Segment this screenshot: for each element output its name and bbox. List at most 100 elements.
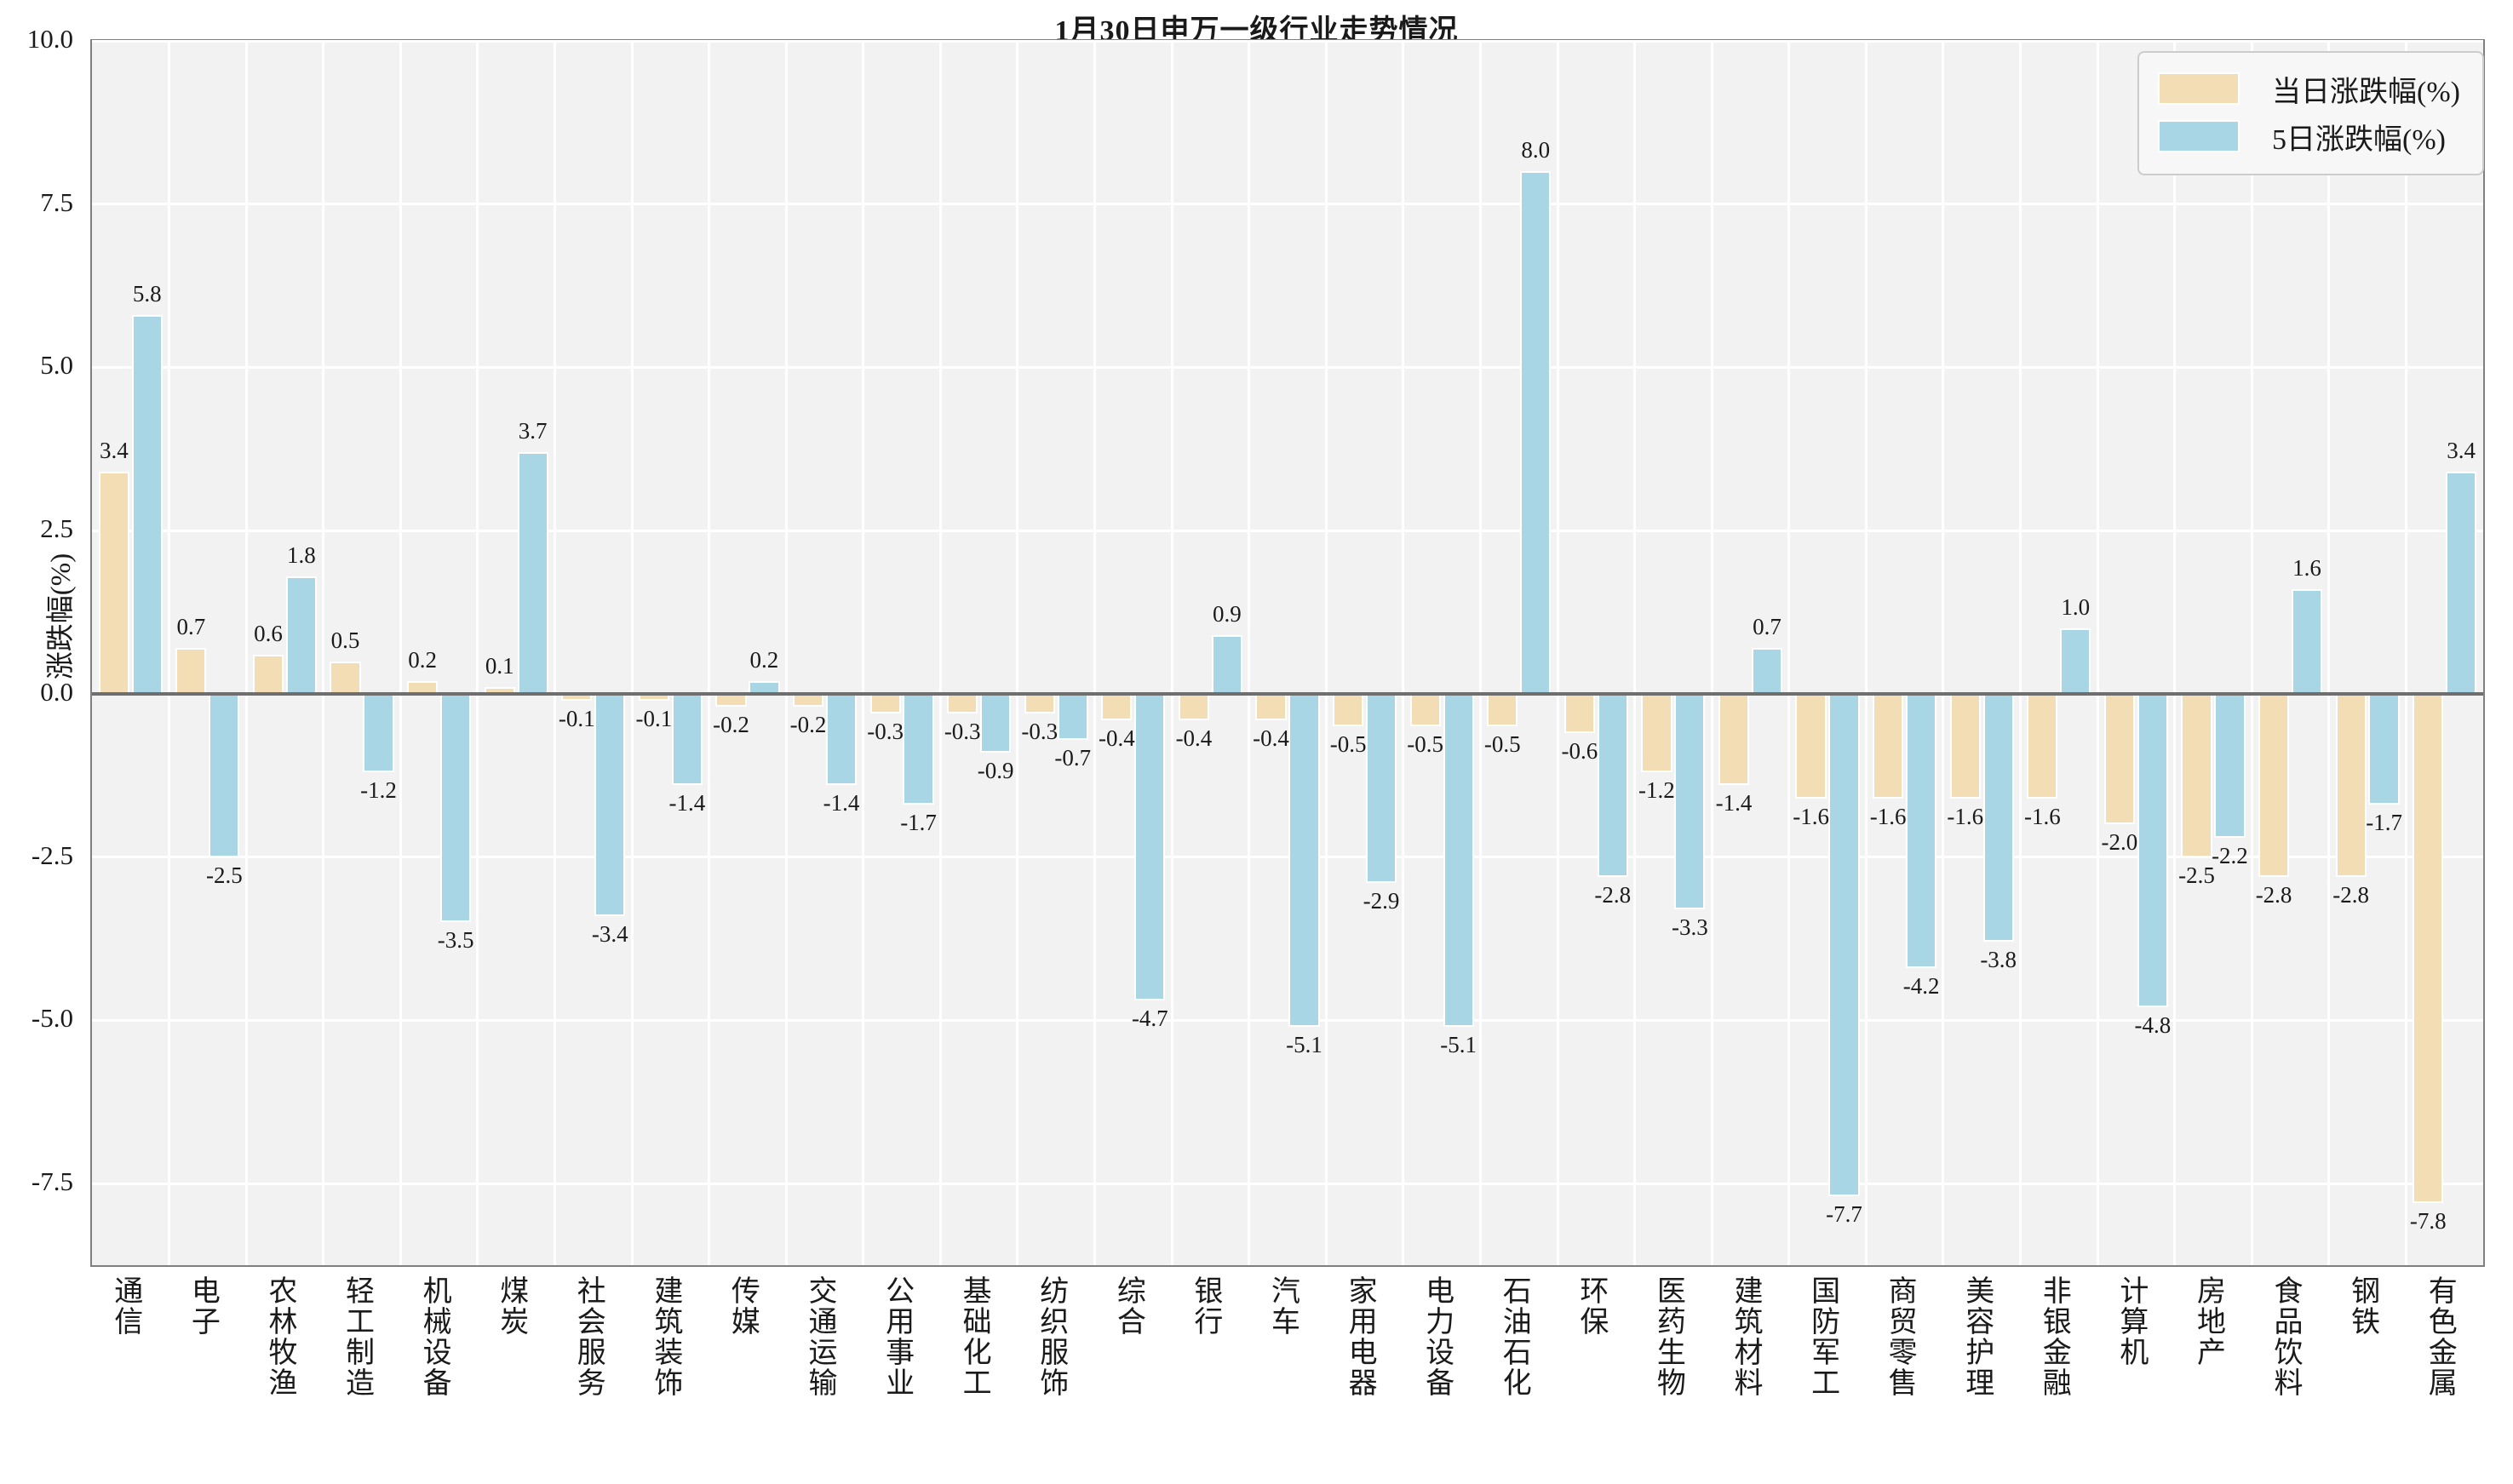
x-axis-tick-char: 材 — [1734, 1338, 1764, 1370]
bar-five[interactable] — [439, 693, 472, 923]
bar-five[interactable] — [1443, 693, 1474, 1028]
bar-today[interactable] — [2103, 693, 2135, 825]
bar-today[interactable] — [175, 648, 207, 694]
bar-today[interactable] — [1795, 693, 1827, 799]
bar-value-label: -1.4 — [668, 790, 706, 816]
bar-five[interactable] — [2214, 693, 2246, 838]
x-axis-tick-char: 础 — [962, 1307, 992, 1339]
bar-five[interactable] — [1211, 634, 1242, 694]
x-axis-tick-label: 房地产 — [2192, 1276, 2231, 1369]
bar-value-label: 3.4 — [2447, 438, 2476, 464]
bar-today[interactable] — [252, 654, 284, 694]
x-axis-tick-char: 石 — [1502, 1338, 1532, 1370]
bar-value-label: -5.1 — [1440, 1032, 1477, 1058]
x-axis-tick-char: 品 — [2274, 1307, 2304, 1339]
legend-item-2[interactable]: 5日涨跌幅(%) — [2158, 112, 2460, 160]
x-axis-tick-char: 国 — [1811, 1276, 1841, 1308]
bar-five[interactable] — [1365, 693, 1397, 884]
gridline-vertical — [2250, 41, 2253, 1265]
bar-today[interactable] — [1332, 693, 1364, 727]
gridline-horizontal — [92, 1182, 2483, 1185]
plot-area: 3.4 5.8 0.7 -2.5 0.6 1.8 0.5 -1.2 0.2 -3.5 0.1 3.7 -… — [90, 39, 2485, 1267]
x-axis-tick-char: 生 — [1656, 1338, 1686, 1370]
bar-today[interactable] — [2027, 693, 2058, 799]
x-axis-tick-char: 房 — [2196, 1276, 2226, 1308]
bar-five[interactable] — [1751, 648, 1783, 694]
bar-today[interactable] — [715, 693, 747, 708]
bar-five[interactable] — [1134, 693, 1166, 1001]
bar-five[interactable] — [209, 693, 240, 857]
x-axis-tick-label: 电子 — [186, 1276, 226, 1338]
bar-five[interactable] — [594, 693, 626, 916]
bar-five[interactable] — [1597, 693, 1628, 877]
x-axis-tick-char: 轻 — [346, 1276, 376, 1308]
bar-today[interactable] — [1949, 693, 1981, 799]
gridline-horizontal — [92, 529, 2483, 532]
legend-item-1[interactable]: 当日涨跌幅(%) — [2158, 65, 2460, 112]
x-axis-tick-label: 美容护理 — [1960, 1276, 1999, 1400]
bar-five[interactable] — [903, 693, 934, 805]
bar-value-label: 1.6 — [2292, 555, 2321, 582]
bar-five[interactable] — [1982, 693, 2014, 943]
bar-five[interactable] — [1057, 693, 1088, 740]
x-axis-tick-label: 石油石化 — [1498, 1276, 1537, 1400]
bar-five[interactable] — [980, 693, 1012, 753]
bar-five[interactable] — [1906, 693, 1937, 969]
gridline-vertical — [322, 41, 325, 1265]
x-axis-tick-label: 通信 — [109, 1276, 148, 1338]
bar-five[interactable] — [517, 452, 548, 694]
bar-today[interactable] — [1718, 693, 1750, 786]
bar-five[interactable] — [131, 315, 163, 694]
bar-today[interactable] — [98, 472, 129, 694]
x-axis-tick-label: 纺织服饰 — [1035, 1276, 1074, 1400]
bar-today[interactable] — [2335, 693, 2367, 877]
bar-today[interactable] — [869, 693, 901, 713]
x-axis-tick-char: 银 — [2042, 1307, 2072, 1339]
plot-inner: 3.4 5.8 0.7 -2.5 0.6 1.8 0.5 -1.2 0.2 -3.5 0.1 3.7 -… — [92, 39, 2483, 1265]
bar-value-label: 0.5 — [330, 627, 360, 653]
bar-five[interactable] — [285, 576, 318, 694]
x-axis-tick-char: 食 — [2274, 1276, 2304, 1308]
bar-five[interactable] — [2060, 628, 2091, 694]
bar-today[interactable] — [330, 661, 361, 694]
bar-value-label: -1.6 — [1793, 803, 1829, 829]
bar-five[interactable] — [825, 693, 858, 786]
bar-five[interactable] — [1674, 693, 1706, 909]
bar-value-label: -1.6 — [2023, 803, 2061, 829]
bar-today[interactable] — [1409, 693, 1441, 727]
bar-value-label: -2.8 — [1594, 881, 1632, 908]
bar-today[interactable] — [1178, 693, 1210, 720]
bar-today[interactable] — [947, 693, 978, 713]
bar-today[interactable] — [1487, 693, 1518, 727]
bar-five[interactable] — [1288, 693, 1320, 1028]
bar-five[interactable] — [363, 693, 394, 772]
bar-five[interactable] — [2291, 589, 2323, 694]
bar-five[interactable] — [1828, 693, 1860, 1197]
bar-value-label: -0.7 — [1054, 744, 1092, 771]
x-axis-tick-label: 食品饮料 — [2269, 1276, 2309, 1400]
bar-today[interactable] — [2258, 693, 2290, 877]
x-axis-tick-char: 药 — [1656, 1307, 1686, 1339]
gridline-vertical — [1864, 41, 1868, 1265]
bar-today[interactable] — [1101, 693, 1133, 720]
bar-today[interactable] — [2413, 693, 2444, 1204]
bar-today[interactable] — [2181, 693, 2212, 857]
x-axis-tick-label: 基础化工 — [958, 1276, 997, 1400]
x-axis-tick-char: 护 — [1965, 1338, 1995, 1370]
x-axis-tick-label: 有色金属 — [2424, 1276, 2463, 1400]
bar-value-label: -0.5 — [1407, 731, 1444, 758]
bar-today[interactable] — [1255, 693, 1287, 720]
bar-today[interactable] — [792, 693, 824, 708]
bar-today[interactable] — [1563, 693, 1595, 733]
bar-five[interactable] — [2368, 693, 2400, 805]
gridline-vertical — [244, 41, 248, 1265]
bar-value-label: -3.4 — [591, 920, 628, 947]
bar-five[interactable] — [1520, 171, 1552, 694]
bar-five[interactable] — [2137, 693, 2168, 1008]
bar-five[interactable] — [671, 693, 703, 786]
bar-today[interactable] — [1641, 693, 1672, 772]
bar-today[interactable] — [1024, 693, 1055, 713]
bar-today[interactable] — [1873, 693, 1904, 799]
bar-five[interactable] — [2446, 472, 2477, 694]
bar-value-label: 0.6 — [254, 620, 283, 646]
